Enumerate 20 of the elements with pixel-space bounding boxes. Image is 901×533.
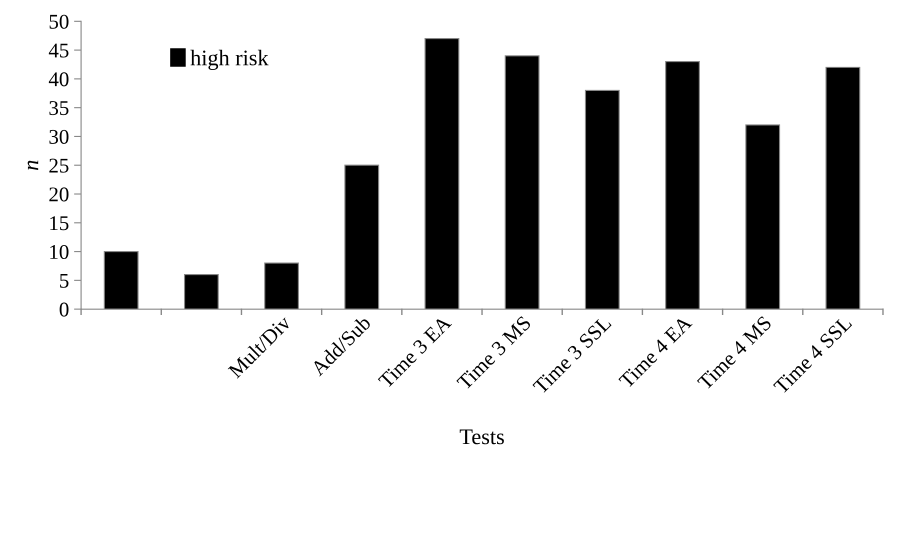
y-axis-title: n (28, 160, 38, 170)
x-tick-label: Time 4 SSL (772, 315, 852, 395)
x-axis-title: Tests (460, 429, 504, 444)
x-tick-label: Time 3 SSL (532, 315, 612, 395)
y-tick-label: 10 (50, 244, 68, 260)
x-tick-label: Time 3 MS (456, 315, 532, 391)
y-tick-label: 50 (50, 14, 68, 29)
y-tick-label: 0 (60, 302, 68, 317)
y-tick-label: 5 (60, 274, 68, 288)
y-tick-label: 30 (49, 130, 68, 144)
y-tick-label: 15 (50, 216, 68, 230)
x-tick-label: Time 4 EA (618, 314, 693, 390)
y-tick-label: 25 (49, 158, 68, 173)
y-tick-label: 40 (48, 72, 68, 86)
x-tick-label: Time 3 EA (378, 314, 452, 390)
y-tick-label: 35 (49, 101, 68, 116)
legend-label: high risk (190, 50, 269, 70)
y-tick-label: 20 (49, 187, 68, 202)
y-tick-label: 45 (48, 44, 68, 58)
x-tick-label: Time 4 MS (696, 315, 772, 391)
